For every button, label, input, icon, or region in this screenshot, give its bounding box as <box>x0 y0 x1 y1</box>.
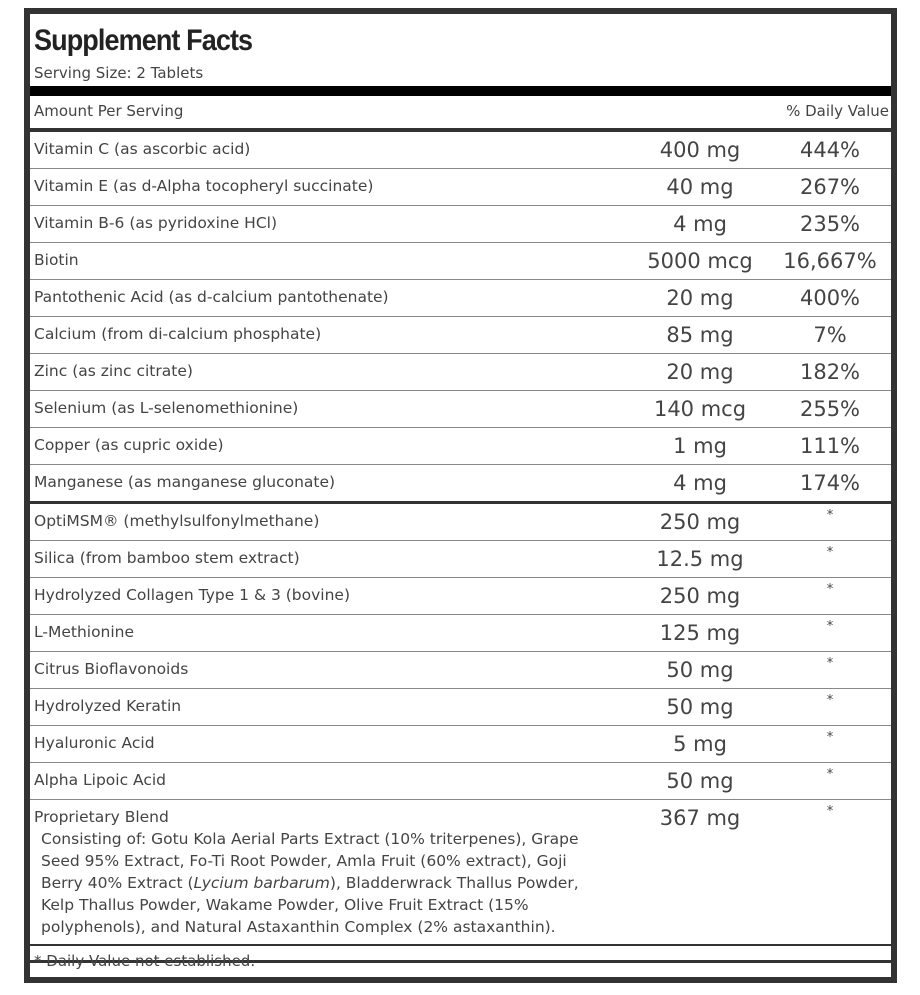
divider-bar <box>30 86 891 96</box>
table-row: Citrus Bioflavonoids 50 mg * <box>30 652 891 689</box>
table-row: Hydrolyzed Collagen Type 1 & 3 (bovine) 2… <box>30 578 891 615</box>
table-row: Vitamin C (as ascorbic acid) 400 mg 444% <box>30 132 891 169</box>
daily-value: 400% <box>799 286 861 310</box>
footnote: * Daily Value not established. <box>34 952 256 970</box>
nutrient-name: Pantothenic Acid (as d-calcium pantothen… <box>34 288 389 306</box>
nutrient-name: Vitamin E (as d-Alpha tocopheryl succina… <box>34 177 374 195</box>
table-row: Calcium (from di-calcium phosphate) 85 mg… <box>30 317 891 354</box>
table-row: Pantothenic Acid (as d-calcium pantothen… <box>30 280 891 317</box>
amount: 367 mg <box>659 806 741 830</box>
amount: 5 mg <box>673 732 727 756</box>
table-row: Hydrolyzed Keratin 50 mg * <box>30 689 891 726</box>
table-row: Silica (from bamboo stem extract) 12.5 mg… <box>30 541 891 578</box>
amount: 140 mcg <box>653 397 747 421</box>
nutrient-name: Hydrolyzed Keratin <box>34 697 182 715</box>
amount: 50 mg <box>666 695 734 719</box>
nutrient-name: Silica (from bamboo stem extract) <box>34 549 300 567</box>
column-header: Amount Per Serving % Daily Value <box>30 96 891 132</box>
nutrient-name: Manganese (as manganese gluconate) <box>34 473 336 491</box>
daily-value: * <box>826 804 834 819</box>
daily-value: 235% <box>799 212 861 236</box>
daily-value: * <box>826 730 834 745</box>
table-row: L-Methionine 125 mg * <box>30 615 891 652</box>
table-row: OptiMSM® (methylsulfonylmethane) 250 mg * <box>30 504 891 541</box>
daily-value: * <box>826 619 834 634</box>
nutrient-name: Zinc (as zinc citrate) <box>34 362 193 380</box>
amount: 250 mg <box>659 584 741 608</box>
nutrient-name: Proprietary Blend <box>34 808 169 826</box>
amount: 5000 mcg <box>647 249 753 273</box>
daily-value: * <box>826 656 834 671</box>
table-row: Manganese (as manganese gluconate) 4 mg 17… <box>30 465 891 504</box>
daily-value: * <box>826 545 834 560</box>
daily-value: 267% <box>799 175 861 199</box>
amount: 4 mg <box>673 471 727 495</box>
nutrient-rows: Vitamin C (as ascorbic acid) 400 mg 444% Vi… <box>30 132 891 963</box>
amount: 12.5 mg <box>656 547 744 571</box>
table-row: Biotin 5000 mcg 16,667% <box>30 243 891 280</box>
nutrient-name: Vitamin C (as ascorbic acid) <box>34 140 251 158</box>
serving-size: Serving Size: 2 Tablets <box>34 64 204 82</box>
amount: 50 mg <box>666 658 734 682</box>
table-row: Zinc (as zinc citrate) 20 mg 182% <box>30 354 891 391</box>
dv-header: % Daily Value <box>786 102 889 120</box>
amount: 250 mg <box>659 510 741 534</box>
nutrient-name: Selenium (as L-selenomethionine) <box>34 399 299 417</box>
supplement-facts-panel: Supplement Facts Serving Size: 2 Tablets… <box>24 8 897 983</box>
daily-value: 111% <box>799 434 861 458</box>
daily-value: 255% <box>799 397 861 421</box>
amount-header: Amount Per Serving <box>34 102 184 120</box>
table-row: Vitamin B-6 (as pyridoxine HCl) 4 mg 235% <box>30 206 891 243</box>
amount: 20 mg <box>666 286 734 310</box>
amount: 20 mg <box>666 360 734 384</box>
amount: 40 mg <box>666 175 734 199</box>
nutrient-name: Copper (as cupric oxide) <box>34 436 224 454</box>
nutrient-name: Alpha Lipoic Acid <box>34 771 167 789</box>
nutrient-name: Calcium (from di-calcium phosphate) <box>34 325 322 343</box>
proprietary-blend-row: Proprietary Blend 367 mg * Consisting of: G… <box>30 800 891 963</box>
table-row: Alpha Lipoic Acid 50 mg * <box>30 763 891 800</box>
nutrient-name: Hyaluronic Acid <box>34 734 155 752</box>
amount: 400 mg <box>659 138 741 162</box>
blend-text: ), Bladderwrack Thallus Powder, Kelp Tha… <box>41 874 579 936</box>
table-row: Selenium (as L-selenomethionine) 140 mcg 2… <box>30 391 891 428</box>
amount: 125 mg <box>659 621 741 645</box>
daily-value: 174% <box>799 471 861 495</box>
panel-title: Supplement Facts <box>34 24 253 57</box>
footnote-row: * Daily Value not established. <box>30 944 891 977</box>
amount: 85 mg <box>666 323 734 347</box>
nutrient-name: Biotin <box>34 251 79 269</box>
daily-value: * <box>826 767 834 782</box>
nutrient-name: L-Methionine <box>34 623 135 641</box>
blend-species: Lycium barbarum <box>193 874 330 892</box>
amount: 1 mg <box>673 434 727 458</box>
daily-value: * <box>826 508 834 523</box>
amount: 4 mg <box>673 212 727 236</box>
daily-value: 16,667% <box>783 249 877 273</box>
blend-description: Consisting of: Gotu Kola Aerial Parts Ex… <box>41 828 601 938</box>
table-row: Vitamin E (as d-Alpha tocopheryl succina… <box>30 169 891 206</box>
blend-text: Consisting of: Gotu Kola Aerial Parts Ex… <box>41 830 579 892</box>
nutrient-name: Citrus Bioflavonoids <box>34 660 189 678</box>
nutrient-name: OptiMSM® (methylsulfonylmethane) <box>34 512 320 530</box>
nutrient-name: Hydrolyzed Collagen Type 1 & 3 (bovine) <box>34 586 351 604</box>
daily-value: 444% <box>799 138 861 162</box>
table-row: Hyaluronic Acid 5 mg * <box>30 726 891 763</box>
table-row: Copper (as cupric oxide) 1 mg 111% <box>30 428 891 465</box>
daily-value: * <box>826 582 834 597</box>
daily-value: * <box>826 693 834 708</box>
amount: 50 mg <box>666 769 734 793</box>
nutrient-name: Vitamin B-6 (as pyridoxine HCl) <box>34 214 277 232</box>
daily-value: 182% <box>799 360 861 384</box>
daily-value: 7% <box>813 323 847 347</box>
